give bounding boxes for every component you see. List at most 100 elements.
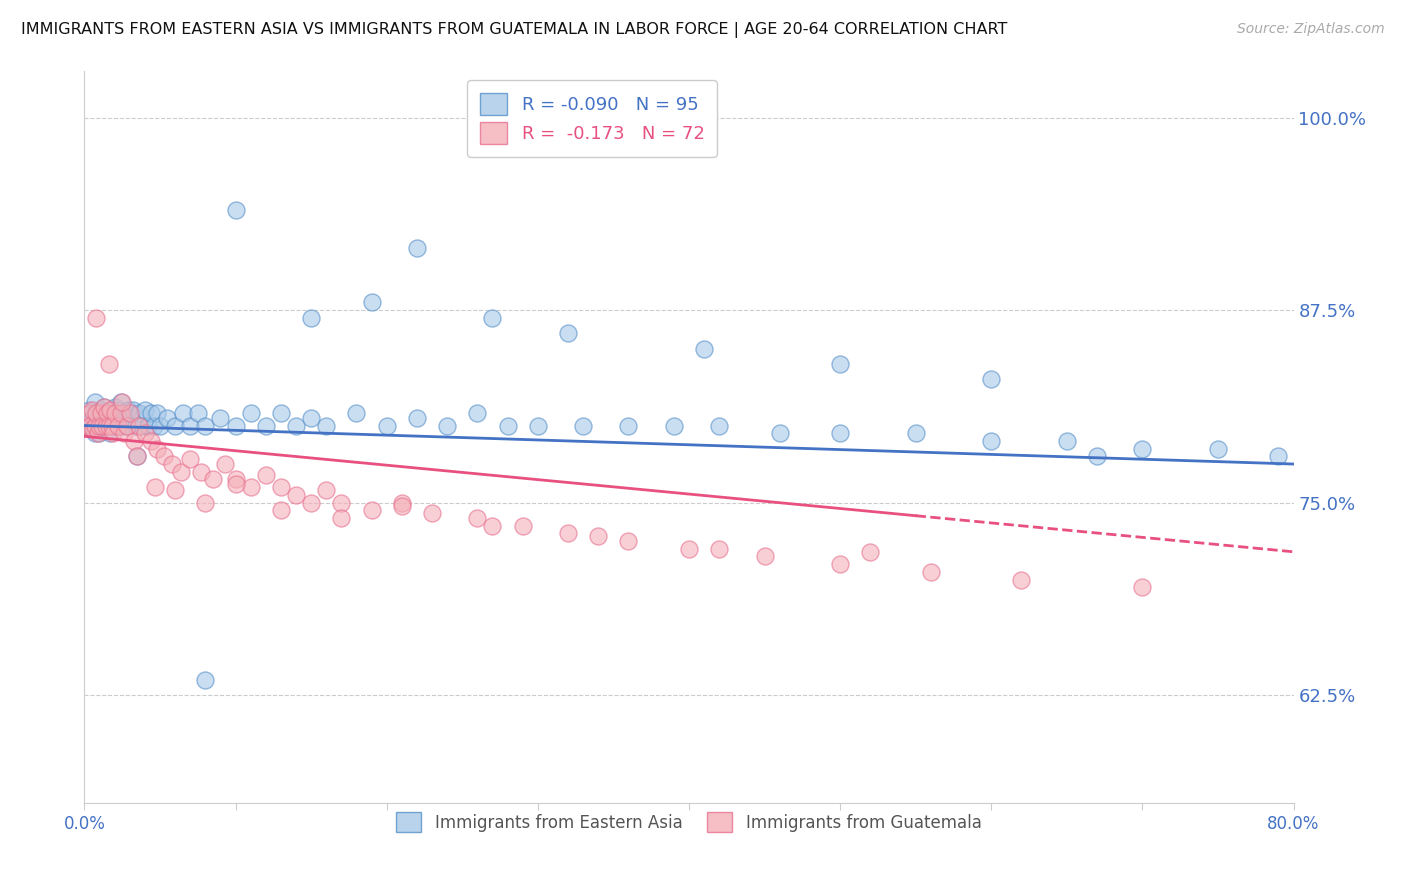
Point — [97, 357, 120, 371]
Point — [115, 418, 138, 433]
Point — [209, 410, 232, 425]
Point — [111, 395, 134, 409]
Point — [527, 418, 550, 433]
Point — [86, 310, 108, 325]
Point — [145, 480, 167, 494]
Point — [96, 418, 118, 433]
Point — [122, 434, 145, 448]
Point — [94, 418, 117, 433]
Point — [709, 541, 731, 556]
Point — [299, 410, 322, 425]
Point — [1056, 434, 1078, 448]
Point — [225, 418, 247, 433]
Point — [588, 529, 610, 543]
Point — [1085, 450, 1108, 464]
Point — [420, 506, 443, 520]
Point — [139, 406, 162, 420]
Point — [115, 418, 138, 433]
Point — [86, 418, 108, 433]
Point — [128, 406, 150, 420]
Point — [467, 511, 489, 525]
Point — [194, 495, 217, 509]
Point — [153, 450, 176, 464]
Point — [79, 418, 101, 433]
Point — [830, 357, 852, 371]
Point — [270, 503, 292, 517]
Point — [980, 434, 1002, 448]
Point — [118, 406, 141, 420]
Point — [84, 418, 107, 433]
Point — [86, 406, 108, 420]
Point — [142, 418, 165, 433]
Point — [89, 418, 111, 433]
Point — [134, 426, 156, 441]
Point — [769, 426, 792, 441]
Point — [82, 410, 104, 425]
Point — [89, 426, 111, 441]
Point — [512, 518, 534, 533]
Point — [104, 400, 127, 414]
Point — [118, 406, 141, 420]
Point — [165, 418, 187, 433]
Point — [214, 457, 236, 471]
Point — [91, 418, 114, 433]
Point — [557, 326, 579, 340]
Point — [299, 495, 322, 509]
Point — [360, 295, 382, 310]
Point — [330, 495, 353, 509]
Point — [108, 403, 131, 417]
Point — [617, 418, 640, 433]
Point — [496, 418, 519, 433]
Point — [87, 406, 110, 420]
Point — [270, 406, 292, 420]
Point — [90, 403, 112, 417]
Point — [84, 426, 107, 441]
Point — [254, 467, 277, 482]
Point — [97, 418, 120, 433]
Point — [121, 403, 143, 417]
Point — [127, 450, 149, 464]
Point — [104, 406, 127, 420]
Point — [481, 518, 503, 533]
Point — [709, 418, 731, 433]
Point — [920, 565, 942, 579]
Point — [391, 499, 413, 513]
Point — [1206, 442, 1229, 456]
Point — [557, 526, 579, 541]
Point — [160, 457, 183, 471]
Point — [980, 372, 1002, 386]
Text: Source: ZipAtlas.com: Source: ZipAtlas.com — [1237, 22, 1385, 37]
Point — [190, 465, 212, 479]
Point — [406, 410, 429, 425]
Point — [1130, 442, 1153, 456]
Point — [125, 418, 148, 433]
Point — [112, 406, 135, 420]
Point — [1130, 580, 1153, 594]
Point — [100, 403, 122, 417]
Point — [77, 403, 100, 417]
Point — [96, 406, 118, 420]
Point — [436, 418, 458, 433]
Point — [225, 202, 247, 217]
Point — [467, 406, 489, 420]
Point — [617, 534, 640, 549]
Point — [165, 483, 187, 498]
Point — [194, 418, 217, 433]
Point — [98, 403, 121, 417]
Point — [225, 472, 247, 486]
Point — [239, 406, 262, 420]
Point — [239, 480, 262, 494]
Point — [112, 426, 135, 441]
Point — [111, 418, 134, 433]
Point — [80, 403, 103, 417]
Point — [146, 442, 169, 456]
Point — [315, 483, 337, 498]
Point — [360, 503, 382, 517]
Point — [97, 406, 120, 420]
Point — [134, 403, 156, 417]
Point — [139, 434, 162, 448]
Point — [270, 480, 292, 494]
Point — [77, 406, 100, 420]
Point — [82, 422, 104, 436]
Point — [131, 418, 153, 433]
